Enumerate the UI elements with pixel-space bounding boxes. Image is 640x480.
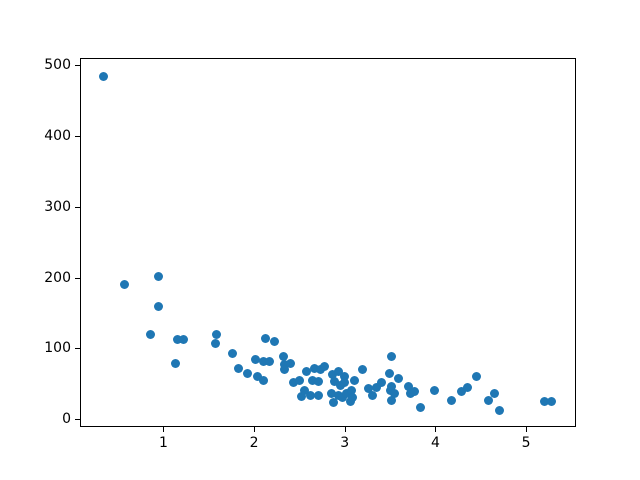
data-point bbox=[154, 302, 164, 312]
data-point bbox=[212, 329, 222, 339]
y-axis-tick-label: 200 bbox=[44, 269, 71, 286]
data-point bbox=[172, 335, 182, 345]
data-point bbox=[495, 405, 505, 415]
data-point bbox=[285, 359, 295, 369]
data-point bbox=[386, 382, 396, 392]
data-point bbox=[368, 390, 378, 400]
data-point bbox=[346, 385, 356, 395]
data-point bbox=[333, 367, 343, 377]
data-point bbox=[258, 375, 268, 385]
data-point bbox=[403, 382, 413, 392]
data-point bbox=[270, 336, 280, 346]
data-point bbox=[330, 377, 340, 387]
data-point bbox=[294, 375, 304, 385]
x-axis-tick bbox=[344, 427, 346, 432]
data-point bbox=[337, 393, 347, 403]
x-axis-tick-label: 4 bbox=[430, 435, 440, 451]
data-point bbox=[210, 338, 220, 348]
data-point bbox=[348, 393, 358, 403]
x-axis-tick bbox=[163, 427, 165, 432]
data-point bbox=[280, 360, 290, 370]
data-point bbox=[410, 387, 420, 397]
data-point bbox=[154, 271, 164, 281]
data-point bbox=[539, 397, 549, 406]
y-axis-tick bbox=[75, 277, 80, 279]
data-point bbox=[462, 382, 472, 392]
data-point bbox=[387, 395, 397, 405]
data-point bbox=[296, 392, 306, 402]
data-point bbox=[335, 381, 345, 391]
y-axis-tick-label: 0 bbox=[62, 411, 71, 428]
x-axis-tick-label: 5 bbox=[521, 435, 531, 451]
data-point bbox=[279, 365, 289, 375]
data-point bbox=[119, 280, 129, 290]
data-point bbox=[227, 348, 237, 358]
data-point bbox=[234, 364, 244, 374]
x-axis-tick bbox=[254, 427, 256, 432]
y-axis-tick-label: 400 bbox=[44, 127, 71, 144]
data-point bbox=[547, 397, 557, 406]
data-point bbox=[300, 386, 310, 396]
data-point bbox=[170, 358, 180, 368]
x-axis-tick bbox=[526, 427, 528, 432]
data-point bbox=[489, 388, 499, 398]
y-axis-tick bbox=[75, 419, 80, 421]
data-point bbox=[253, 372, 263, 382]
data-point bbox=[387, 352, 397, 362]
data-point bbox=[250, 355, 260, 365]
data-point bbox=[243, 369, 253, 379]
x-axis-tick-label: 3 bbox=[340, 435, 350, 451]
y-axis-tick bbox=[75, 65, 80, 67]
data-point bbox=[313, 390, 323, 400]
data-point bbox=[405, 388, 415, 398]
data-point bbox=[340, 372, 350, 382]
data-point bbox=[326, 388, 336, 398]
data-point bbox=[390, 388, 400, 398]
y-axis-tick bbox=[75, 135, 80, 137]
data-point bbox=[350, 375, 360, 385]
data-point bbox=[358, 365, 368, 375]
y-axis-tick bbox=[75, 348, 80, 350]
data-point bbox=[457, 387, 467, 397]
data-point bbox=[447, 395, 457, 405]
data-point bbox=[342, 388, 352, 398]
data-point bbox=[372, 382, 381, 392]
data-point bbox=[313, 377, 323, 387]
data-point bbox=[384, 369, 394, 379]
data-point bbox=[329, 398, 339, 408]
y-axis-tick-label: 100 bbox=[44, 340, 71, 357]
data-point bbox=[363, 383, 373, 393]
x-axis-tick bbox=[435, 427, 437, 432]
data-point bbox=[261, 333, 271, 343]
data-point bbox=[302, 366, 312, 376]
data-point bbox=[178, 334, 188, 344]
data-point bbox=[146, 330, 156, 340]
data-point bbox=[393, 373, 403, 383]
data-point bbox=[307, 375, 317, 385]
data-point bbox=[278, 352, 288, 362]
data-point bbox=[288, 377, 298, 387]
x-axis-tick-label: 1 bbox=[158, 435, 168, 451]
data-point bbox=[99, 71, 109, 81]
y-axis-tick-label: 300 bbox=[44, 198, 71, 215]
data-point bbox=[415, 403, 425, 413]
y-axis-tick-label: 500 bbox=[44, 57, 71, 74]
x-axis-tick-label: 2 bbox=[249, 435, 259, 451]
data-point bbox=[483, 395, 493, 405]
data-point bbox=[340, 377, 350, 387]
data-point bbox=[327, 370, 337, 380]
data-point bbox=[377, 377, 387, 387]
data-point bbox=[305, 390, 315, 400]
data-point bbox=[471, 372, 481, 382]
data-point bbox=[258, 357, 268, 367]
y-axis-tick bbox=[75, 206, 80, 208]
data-point bbox=[315, 365, 325, 375]
data-point bbox=[310, 363, 320, 373]
data-point bbox=[430, 385, 440, 395]
data-point bbox=[320, 362, 330, 372]
data-point bbox=[265, 357, 274, 367]
